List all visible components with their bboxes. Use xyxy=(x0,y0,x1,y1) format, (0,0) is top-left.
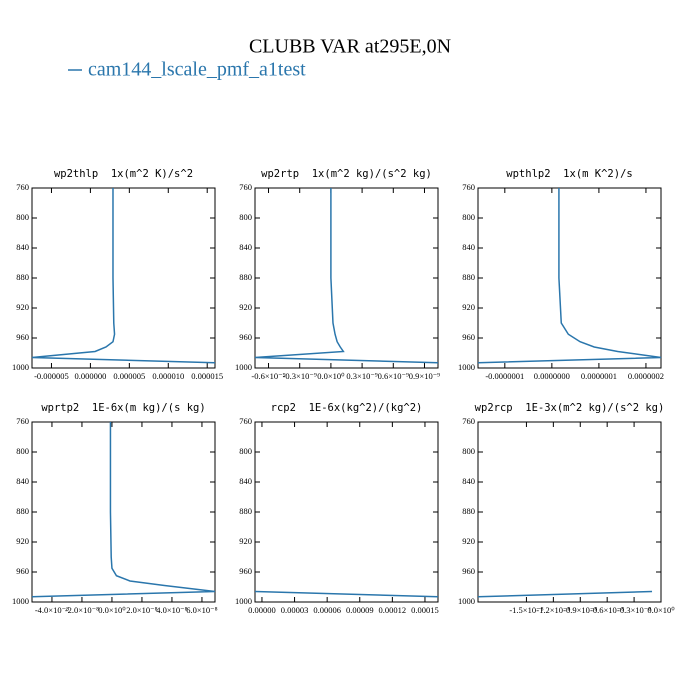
y-tick-label: 1000 xyxy=(235,362,252,372)
profile-line xyxy=(254,590,439,598)
y-tick-label: 1000 xyxy=(12,596,29,606)
y-tick-label: 920 xyxy=(462,302,475,312)
x-tick-label: -0.6×10⁻⁹ xyxy=(251,371,285,381)
y-tick-label: 880 xyxy=(239,272,252,282)
y-tick-label: 800 xyxy=(462,212,475,222)
figure-title: CLUBB VAR at295E,0N xyxy=(249,36,451,58)
x-tick-label: 0.000005 xyxy=(113,371,145,381)
panel-title: wp2rtp 1x(m^2 kg)/(s^2 kg) xyxy=(261,168,432,180)
y-tick-label: 1000 xyxy=(458,362,475,372)
panel-title: wprtp2 1E-6x(m kg)/(s kg) xyxy=(41,402,205,414)
x-tick-label: 0.000015 xyxy=(191,371,223,381)
x-tick-label: -0.9×10⁻⁸ xyxy=(563,605,597,615)
y-tick-label: 880 xyxy=(16,506,29,516)
y-tick-label: 880 xyxy=(462,506,475,516)
x-tick-label: 0.0×10⁰ xyxy=(317,371,345,381)
x-tick-label: -0.000005 xyxy=(34,371,69,381)
x-tick-label: -0.3×10⁻⁹ xyxy=(283,371,317,381)
y-tick-label: 840 xyxy=(462,476,475,486)
panel-title: wp2rcp 1E-3x(m^2 kg)/(s^2 kg) xyxy=(475,402,665,414)
profile-line xyxy=(31,422,216,598)
profile-line xyxy=(477,590,653,598)
x-tick-label: 0.00012 xyxy=(379,605,407,615)
y-tick-label: 800 xyxy=(16,212,29,222)
panel-title: wp2thlp 1x(m^2 K)/s^2 xyxy=(54,168,193,180)
y-tick-label: 760 xyxy=(16,416,29,426)
y-tick-label: 880 xyxy=(16,272,29,282)
y-tick-label: 1000 xyxy=(235,596,252,606)
y-tick-label: 840 xyxy=(239,242,252,252)
y-tick-label: 760 xyxy=(462,416,475,426)
y-tick-label: 760 xyxy=(239,416,252,426)
y-tick-label: 920 xyxy=(16,536,29,546)
x-tick-label: 0.000000 xyxy=(74,371,106,381)
y-tick-label: 800 xyxy=(239,446,252,456)
y-tick-label: 760 xyxy=(462,182,475,192)
x-tick-label: -0.0000001 xyxy=(485,371,524,381)
x-tick-label: 4.0×10⁻⁸ xyxy=(156,605,187,615)
x-tick-label: 0.00015 xyxy=(411,605,439,615)
x-tick-label: 0.0×10⁰ xyxy=(647,605,675,615)
y-tick-label: 800 xyxy=(462,446,475,456)
x-tick-label: 0.0×10⁰ xyxy=(98,605,126,615)
profile-line xyxy=(477,188,662,364)
y-tick-label: 760 xyxy=(16,182,29,192)
x-tick-label: -2.0×10⁻⁸ xyxy=(65,605,99,615)
y-tick-label: 920 xyxy=(239,536,252,546)
y-tick-label: 920 xyxy=(462,536,475,546)
y-tick-label: 960 xyxy=(16,566,29,576)
y-tick-label: 840 xyxy=(462,242,475,252)
x-tick-label: 0.0000001 xyxy=(581,371,617,381)
x-tick-label: -4.0×10⁻⁸ xyxy=(35,605,69,615)
y-tick-label: 880 xyxy=(462,272,475,282)
x-tick-label: -0.3×10⁻⁸ xyxy=(617,605,651,615)
x-tick-label: 0.0000002 xyxy=(628,371,664,381)
y-tick-label: 800 xyxy=(239,212,252,222)
x-tick-label: 2.0×10⁻⁸ xyxy=(126,605,157,615)
x-tick-label: -1.5×10⁻⁸ xyxy=(509,605,543,615)
legend-label: cam144_lscale_pmf_a1test xyxy=(88,59,306,81)
y-tick-label: 840 xyxy=(239,476,252,486)
profile-line xyxy=(31,188,216,364)
x-tick-label: 0.00006 xyxy=(313,605,341,615)
x-tick-label: 0.00009 xyxy=(346,605,374,615)
y-tick-label: 920 xyxy=(239,302,252,312)
y-tick-label: 960 xyxy=(462,566,475,576)
x-tick-label: 0.3×10⁻⁹ xyxy=(346,371,377,381)
y-tick-label: 880 xyxy=(239,506,252,516)
x-tick-label: -1.2×10⁻⁸ xyxy=(536,605,570,615)
x-tick-label: 0.9×10⁻⁹ xyxy=(409,371,440,381)
panel-title: rcp2 1E-6x(kg^2)/(kg^2) xyxy=(271,402,423,414)
y-tick-label: 760 xyxy=(239,182,252,192)
y-tick-label: 960 xyxy=(16,332,29,342)
y-tick-label: 920 xyxy=(16,302,29,312)
x-tick-label: 6.0×10⁻⁸ xyxy=(186,605,217,615)
x-tick-label: 0.00000 xyxy=(248,605,276,615)
x-tick-label: 0.000010 xyxy=(152,371,184,381)
panel-title: wpthlp2 1x(m K^2)/s xyxy=(506,168,632,180)
x-tick-label: 0.6×10⁻⁹ xyxy=(378,371,409,381)
y-tick-label: 840 xyxy=(16,242,29,252)
y-tick-label: 840 xyxy=(16,476,29,486)
y-tick-label: 1000 xyxy=(12,362,29,372)
y-tick-label: 960 xyxy=(239,332,252,342)
x-tick-label: 0.00003 xyxy=(281,605,309,615)
profile-line xyxy=(254,188,439,364)
y-tick-label: 960 xyxy=(239,566,252,576)
y-tick-label: 800 xyxy=(16,446,29,456)
x-tick-label: -0.6×10⁻⁸ xyxy=(590,605,624,615)
x-tick-label: 0.0000000 xyxy=(534,371,570,381)
y-tick-label: 960 xyxy=(462,332,475,342)
y-tick-label: 1000 xyxy=(458,596,475,606)
